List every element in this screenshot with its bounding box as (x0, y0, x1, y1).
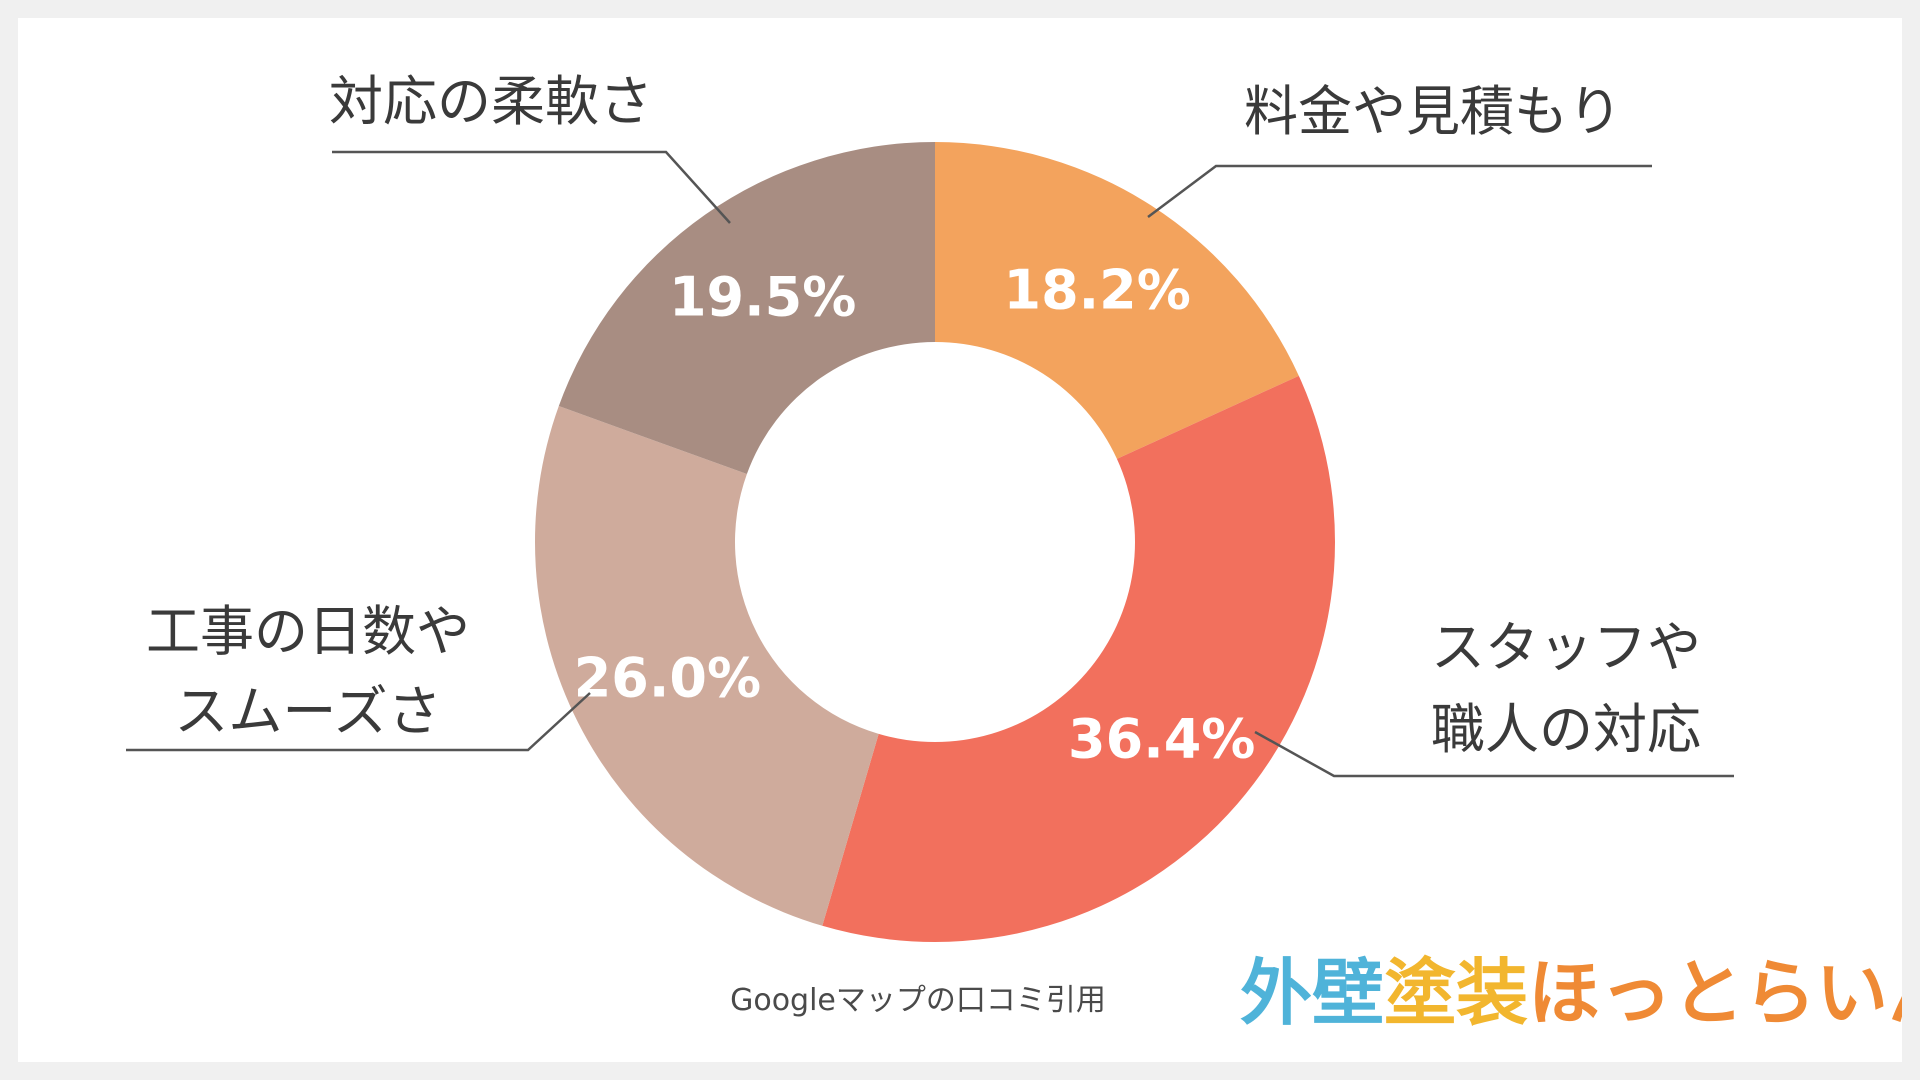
category-label-2-line-2: 職人の対応 (1431, 698, 1701, 761)
leader-line-1 (1147, 164, 1652, 218)
source-note: Googleマップの口コミ引用 (730, 983, 1106, 1018)
donut-slice-4 (558, 142, 935, 475)
slice-value-label-1: 18.2% (1004, 259, 1191, 322)
category-label-2-line-1: スタッフや (1431, 616, 1701, 679)
category-label-3-line-2: スムーズさ (174, 680, 441, 743)
donut-slice-3 (535, 406, 879, 926)
category-label-3-line-1: 工事の日数や (146, 600, 470, 663)
leader-line-2 (1254, 730, 1734, 778)
slice-value-label-2: 36.4% (1068, 707, 1255, 770)
slice-value-label-3: 26.0% (574, 647, 761, 710)
chart-card: 18.2% 36.4% 26.0% 19.5% 料金や見積もりスタッフや職人の対応 工事の… (18, 18, 1902, 1062)
category-label-4: 対応の柔軟さ (329, 70, 653, 133)
logo-part-1: 外壁 (1240, 951, 1384, 1035)
category-label-1: 料金や見積もり (1244, 80, 1622, 143)
leader-line-3 (126, 692, 591, 752)
logo-part-3: ほっとらいん (1528, 951, 1902, 1035)
donut-slice-2 (822, 375, 1335, 942)
leader-line-4 (332, 150, 731, 224)
brand-logo: 外壁塗装ほっとらいん (1240, 951, 1902, 1035)
logo-part-2: 塗装 (1384, 951, 1528, 1035)
slice-value-label-4: 19.5% (669, 265, 856, 328)
donut-slice-1 (935, 142, 1299, 459)
